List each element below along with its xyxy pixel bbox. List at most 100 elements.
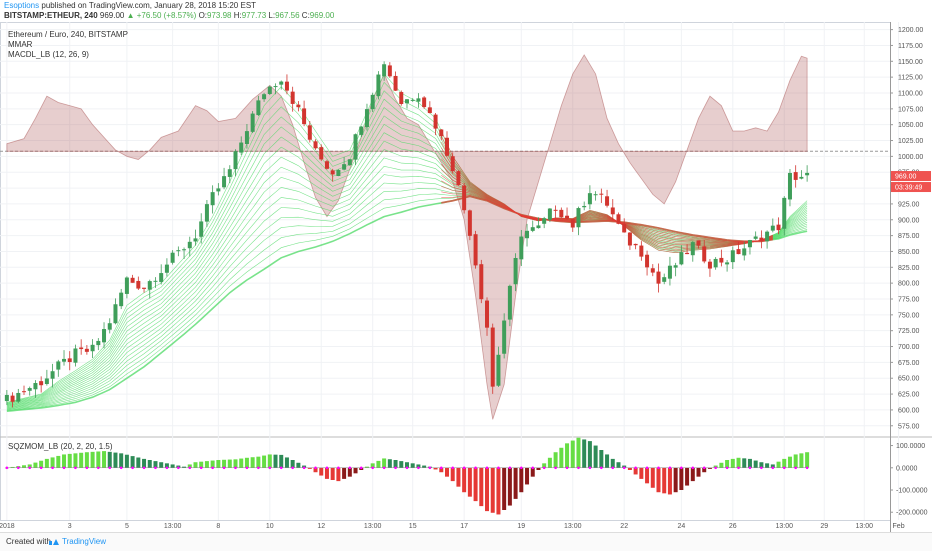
candle-body [353,134,358,160]
x-tick-label: 24 [677,523,685,530]
y-tick-label: 1025.00 [898,138,923,145]
mma-ribbon-line [6,165,808,409]
candle-body [553,209,558,211]
momentum-bar [616,462,621,468]
momentum-bar [107,451,112,468]
mma-ribbon-line [6,188,808,410]
momentum-bar [793,454,798,468]
tradingview-brand[interactable]: TradingView [62,537,107,546]
mma-ribbon-red-line [441,130,773,254]
y-tick-label: 1050.00 [898,122,923,129]
momentum-bar [262,455,267,468]
legend-symbol[interactable]: Ethereum / Euro, 240, BITSTAMP [8,30,128,39]
momentum-bar [422,465,427,468]
candle-body [124,277,129,294]
momentum-pane-label: SQZMOM_LB (20, 2, 20, 1.5) [8,442,113,451]
candle-body [10,395,15,402]
legend-macd[interactable]: MACDL_LB (12, 26, 9) [8,50,89,59]
momentum-bar [530,467,535,477]
y-tick-label: 625.00 [898,392,920,399]
candle-body [210,192,215,206]
y-tick-label: 650.00 [898,376,920,383]
momentum-bar [130,456,135,468]
momentum-bar [799,453,804,468]
candle-body [170,252,175,263]
candle-body [742,248,747,256]
momentum-bar [473,467,478,502]
squeeze-dot [177,466,180,470]
momentum-bar [227,459,232,468]
candle-body [770,225,775,231]
mma-ribbon-red-line [441,169,773,244]
momentum-bar [467,467,472,497]
momentum-bar [770,464,775,468]
candle-body [302,108,307,125]
legend-mmar[interactable]: MMAR [8,40,33,49]
x-tick-label: 13:00 [164,523,182,530]
candle-body [747,240,752,248]
momentum-bar [393,460,398,468]
candle-body [582,205,587,208]
momentum-bar [119,453,124,468]
momentum-bar [496,467,501,515]
author-link[interactable]: Esoptions [4,1,40,10]
x-tick-label: 13:00 [564,523,582,530]
squeeze-dot [222,466,226,470]
candle-body [153,280,158,282]
momentum-bar [439,467,444,473]
momentum-bar [570,440,575,468]
candle-body [725,262,730,265]
candle-body [645,254,650,268]
candle-body [570,219,575,228]
y-tick-label: 850.00 [898,249,920,256]
candle-body [427,107,432,114]
momentum-bar [313,467,318,473]
momentum-bar [382,458,387,468]
candle-body [719,257,724,263]
momentum-bar [33,462,38,468]
candle-body [296,104,301,108]
momentum-bar [587,441,592,468]
x-tick-label: Feb [893,523,905,530]
squeeze-dot [451,466,455,470]
candle-body [473,234,478,266]
candle-body [256,100,261,116]
last-price-tag [891,171,931,182]
momentum-bar [404,462,409,468]
candle-body [650,268,655,273]
candle-body [616,214,621,224]
candle-body [319,147,324,160]
countdown-tag [891,182,931,193]
momentum-bar [239,458,244,468]
mma-ribbon-red-line [441,136,773,252]
momentum-bar [679,467,684,490]
candle-body [507,285,512,320]
momentum-bar [342,467,347,479]
momentum-bar [547,457,552,468]
candle-body [393,75,398,91]
candle-body [805,172,810,176]
candle-body [313,141,318,149]
momentum-bar [542,463,547,468]
squeeze-dot [142,466,146,470]
candle-body [347,159,352,166]
candle-body [433,114,438,129]
macd-area [6,54,808,420]
momentum-bar [673,467,678,493]
momentum-bar [433,467,438,470]
candle-body [262,94,267,100]
squeeze-dot [154,466,157,470]
momentum-bar [290,460,295,468]
squeeze-dot [85,466,89,470]
momentum-bar [353,467,358,474]
price-chart[interactable]: 2018 3 5 13:00 8 10 12 13:00 15 17 19 13:00 22 24 26 13… [0,22,932,532]
candle-body [559,209,564,218]
candle-body [793,172,798,180]
mma-ribbon-line [6,157,808,408]
y-tick-label: 925.00 [898,201,920,208]
squeeze-dot [245,466,249,470]
candle-body [84,348,89,352]
momentum-bar [599,450,604,468]
momentum-bar [730,458,735,468]
momentum-bar [204,461,209,468]
